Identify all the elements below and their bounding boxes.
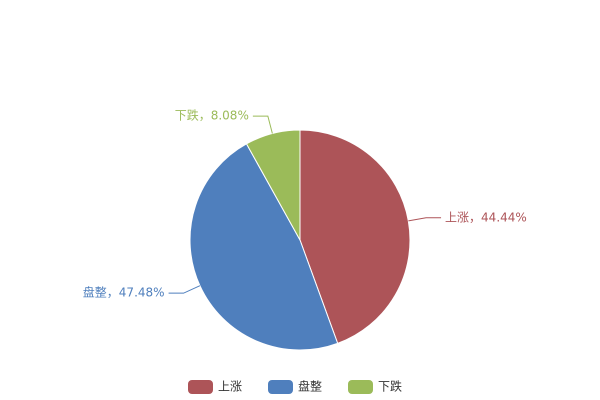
- legend-label[interactable]: 盘整: [298, 379, 322, 394]
- data-label: 盘整，47.48%: [83, 285, 165, 300]
- legend-swatch[interactable]: [188, 380, 213, 394]
- legend-label[interactable]: 上涨: [218, 379, 242, 394]
- label-line: [408, 217, 442, 222]
- label-line: [168, 285, 201, 294]
- data-label: 下跌，8.08%: [175, 108, 249, 123]
- legend-label[interactable]: 下跌: [378, 379, 402, 394]
- data-label: 上涨，44.44%: [445, 209, 527, 224]
- label-line: [252, 115, 273, 134]
- legend-swatch[interactable]: [268, 380, 293, 394]
- legend-swatch[interactable]: [348, 380, 373, 394]
- pie-slice: [245, 129, 301, 242]
